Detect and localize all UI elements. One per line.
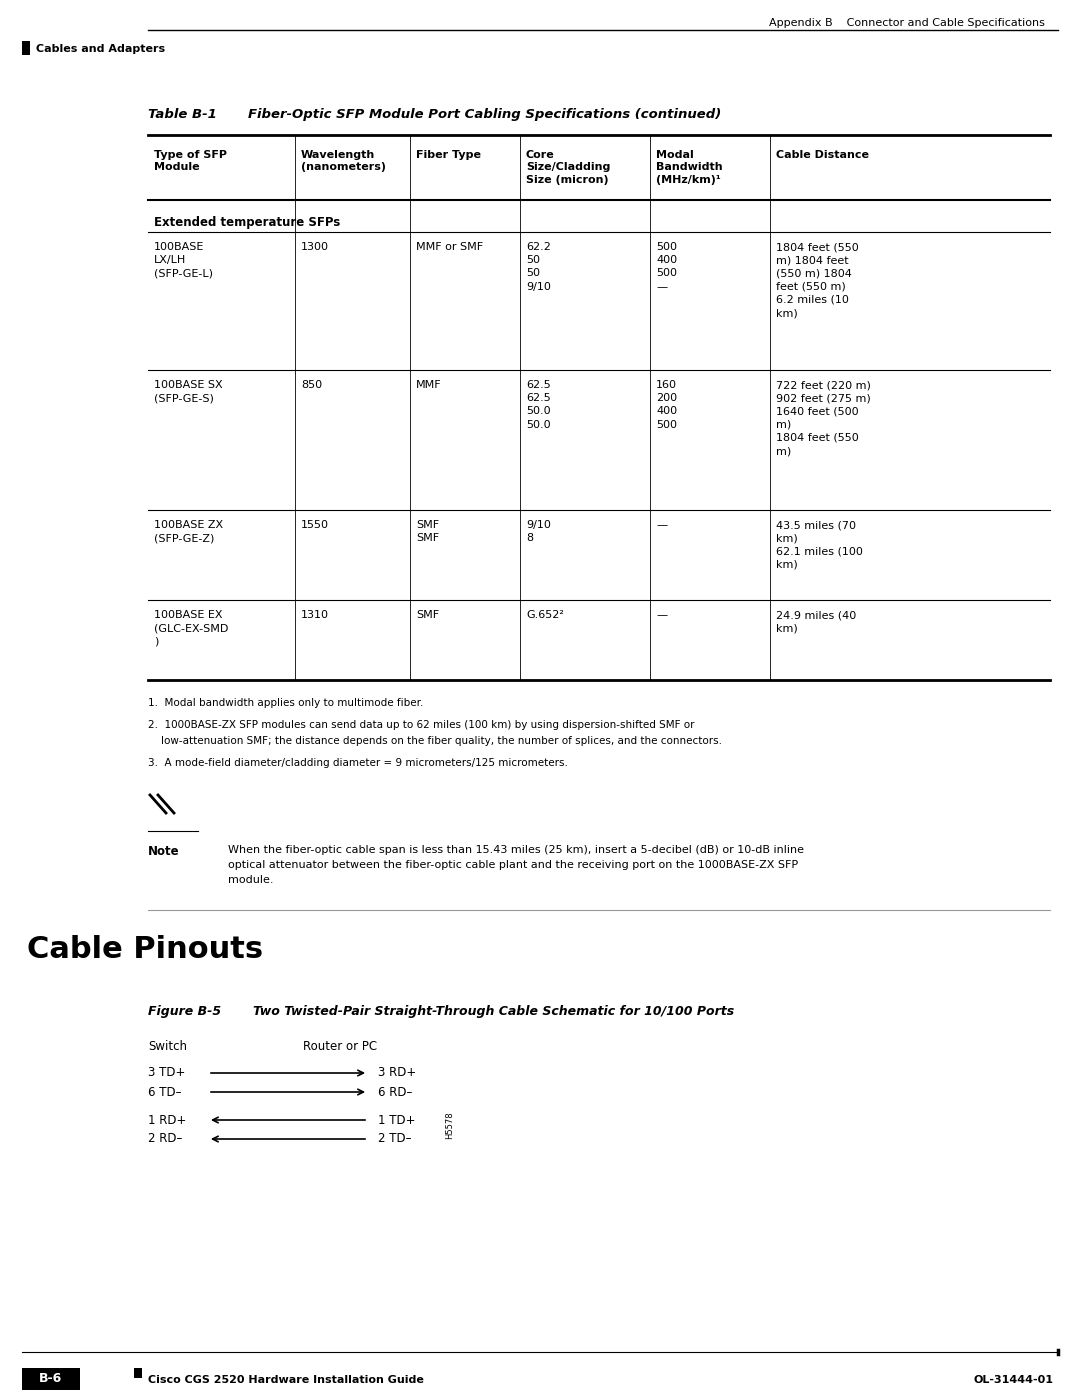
Text: MMF or SMF: MMF or SMF	[416, 242, 483, 251]
Text: 3.  A mode-field diameter/cladding diameter = 9 micrometers/125 micrometers.: 3. A mode-field diameter/cladding diamet…	[148, 759, 568, 768]
Text: 2.  1000BASE-ZX SFP modules can send data up to 62 miles (100 km) by using dispe: 2. 1000BASE-ZX SFP modules can send data…	[148, 719, 694, 731]
Text: 6 RD–: 6 RD–	[378, 1085, 413, 1098]
Text: Wavelength
(nanometers): Wavelength (nanometers)	[301, 149, 386, 172]
Text: Cable Distance: Cable Distance	[777, 149, 869, 159]
Text: 850: 850	[301, 380, 322, 390]
Text: Note: Note	[148, 845, 179, 858]
Text: 100BASE SX
(SFP-GE-S): 100BASE SX (SFP-GE-S)	[154, 380, 222, 404]
Text: Core
Size/Cladding
Size (micron): Core Size/Cladding Size (micron)	[526, 149, 610, 184]
Text: Modal
Bandwidth
(MHz/km)¹: Modal Bandwidth (MHz/km)¹	[656, 149, 723, 184]
Text: Extended temperature SFPs: Extended temperature SFPs	[154, 217, 340, 229]
Text: Figure B-5: Figure B-5	[148, 1004, 221, 1018]
Text: 62.2
50
50
9/10: 62.2 50 50 9/10	[526, 242, 551, 292]
Text: 2 RD–: 2 RD–	[148, 1133, 183, 1146]
Text: Type of SFP
Module: Type of SFP Module	[154, 149, 227, 172]
Text: H5578: H5578	[446, 1112, 455, 1139]
Text: When the fiber-optic cable span is less than 15.43 miles (25 km), insert a 5-dec: When the fiber-optic cable span is less …	[228, 845, 804, 884]
Text: 1804 feet (550
m) 1804 feet
(550 m) 1804
feet (550 m)
6.2 miles (10
km): 1804 feet (550 m) 1804 feet (550 m) 1804…	[777, 242, 859, 319]
Text: 1310: 1310	[301, 610, 329, 620]
Text: 9/10
8: 9/10 8	[526, 520, 551, 543]
Text: 1 TD+: 1 TD+	[378, 1113, 416, 1126]
Text: 3 RD+: 3 RD+	[378, 1066, 416, 1080]
Bar	[134, 1368, 141, 1377]
Text: Switch: Switch	[148, 1039, 187, 1053]
Text: G.652²: G.652²	[526, 610, 564, 620]
Text: SMF: SMF	[416, 610, 440, 620]
Bar	[22, 1368, 80, 1390]
Text: Cable Pinouts: Cable Pinouts	[27, 935, 264, 964]
Text: 1300: 1300	[301, 242, 329, 251]
Text: 100BASE EX
(GLC-EX-SMD
): 100BASE EX (GLC-EX-SMD )	[154, 610, 228, 647]
Bar	[22, 41, 30, 54]
Text: 100BASE ZX
(SFP-GE-Z): 100BASE ZX (SFP-GE-Z)	[154, 520, 224, 543]
Text: Cables and Adapters: Cables and Adapters	[36, 43, 165, 54]
Text: —: —	[656, 520, 667, 529]
Text: 1550: 1550	[301, 520, 329, 529]
Text: Table B-1: Table B-1	[148, 108, 217, 122]
Text: 3 TD+: 3 TD+	[148, 1066, 186, 1080]
Text: Two Twisted-Pair Straight-Through Cable Schematic for 10/100 Ports: Two Twisted-Pair Straight-Through Cable …	[253, 1004, 734, 1018]
Text: —: —	[656, 610, 667, 620]
Text: Appendix B    Connector and Cable Specifications: Appendix B Connector and Cable Specifica…	[769, 18, 1045, 28]
Text: SMF
SMF: SMF SMF	[416, 520, 440, 543]
Text: 100BASE
LX/LH
(SFP-GE-L): 100BASE LX/LH (SFP-GE-L)	[154, 242, 213, 278]
Text: OL-31444-01: OL-31444-01	[973, 1375, 1053, 1384]
Text: Cisco CGS 2520 Hardware Installation Guide: Cisco CGS 2520 Hardware Installation Gui…	[148, 1375, 423, 1384]
Text: 6 TD–: 6 TD–	[148, 1085, 181, 1098]
Text: 62.5
62.5
50.0
50.0: 62.5 62.5 50.0 50.0	[526, 380, 551, 430]
Text: 2 TD–: 2 TD–	[378, 1133, 411, 1146]
Text: 500
400
500
—: 500 400 500 —	[656, 242, 677, 292]
Text: Fiber Type: Fiber Type	[416, 149, 481, 159]
Text: 160
200
400
500: 160 200 400 500	[656, 380, 677, 430]
Text: low-attenuation SMF; the distance depends on the fiber quality, the number of sp: low-attenuation SMF; the distance depend…	[148, 736, 723, 746]
Text: 43.5 miles (70
km)
62.1 miles (100
km): 43.5 miles (70 km) 62.1 miles (100 km)	[777, 520, 863, 570]
Text: 1.  Modal bandwidth applies only to multimode fiber.: 1. Modal bandwidth applies only to multi…	[148, 698, 423, 708]
Text: 24.9 miles (40
km): 24.9 miles (40 km)	[777, 610, 856, 633]
Text: MMF: MMF	[416, 380, 442, 390]
Text: 1 RD+: 1 RD+	[148, 1113, 187, 1126]
Text: Router or PC: Router or PC	[303, 1039, 377, 1053]
Text: B-6: B-6	[39, 1372, 63, 1384]
Text: Fiber-Optic SFP Module Port Cabling Specifications (continued): Fiber-Optic SFP Module Port Cabling Spec…	[248, 108, 721, 122]
Text: 722 feet (220 m)
902 feet (275 m)
1640 feet (500
m)
1804 feet (550
m): 722 feet (220 m) 902 feet (275 m) 1640 f…	[777, 380, 870, 455]
